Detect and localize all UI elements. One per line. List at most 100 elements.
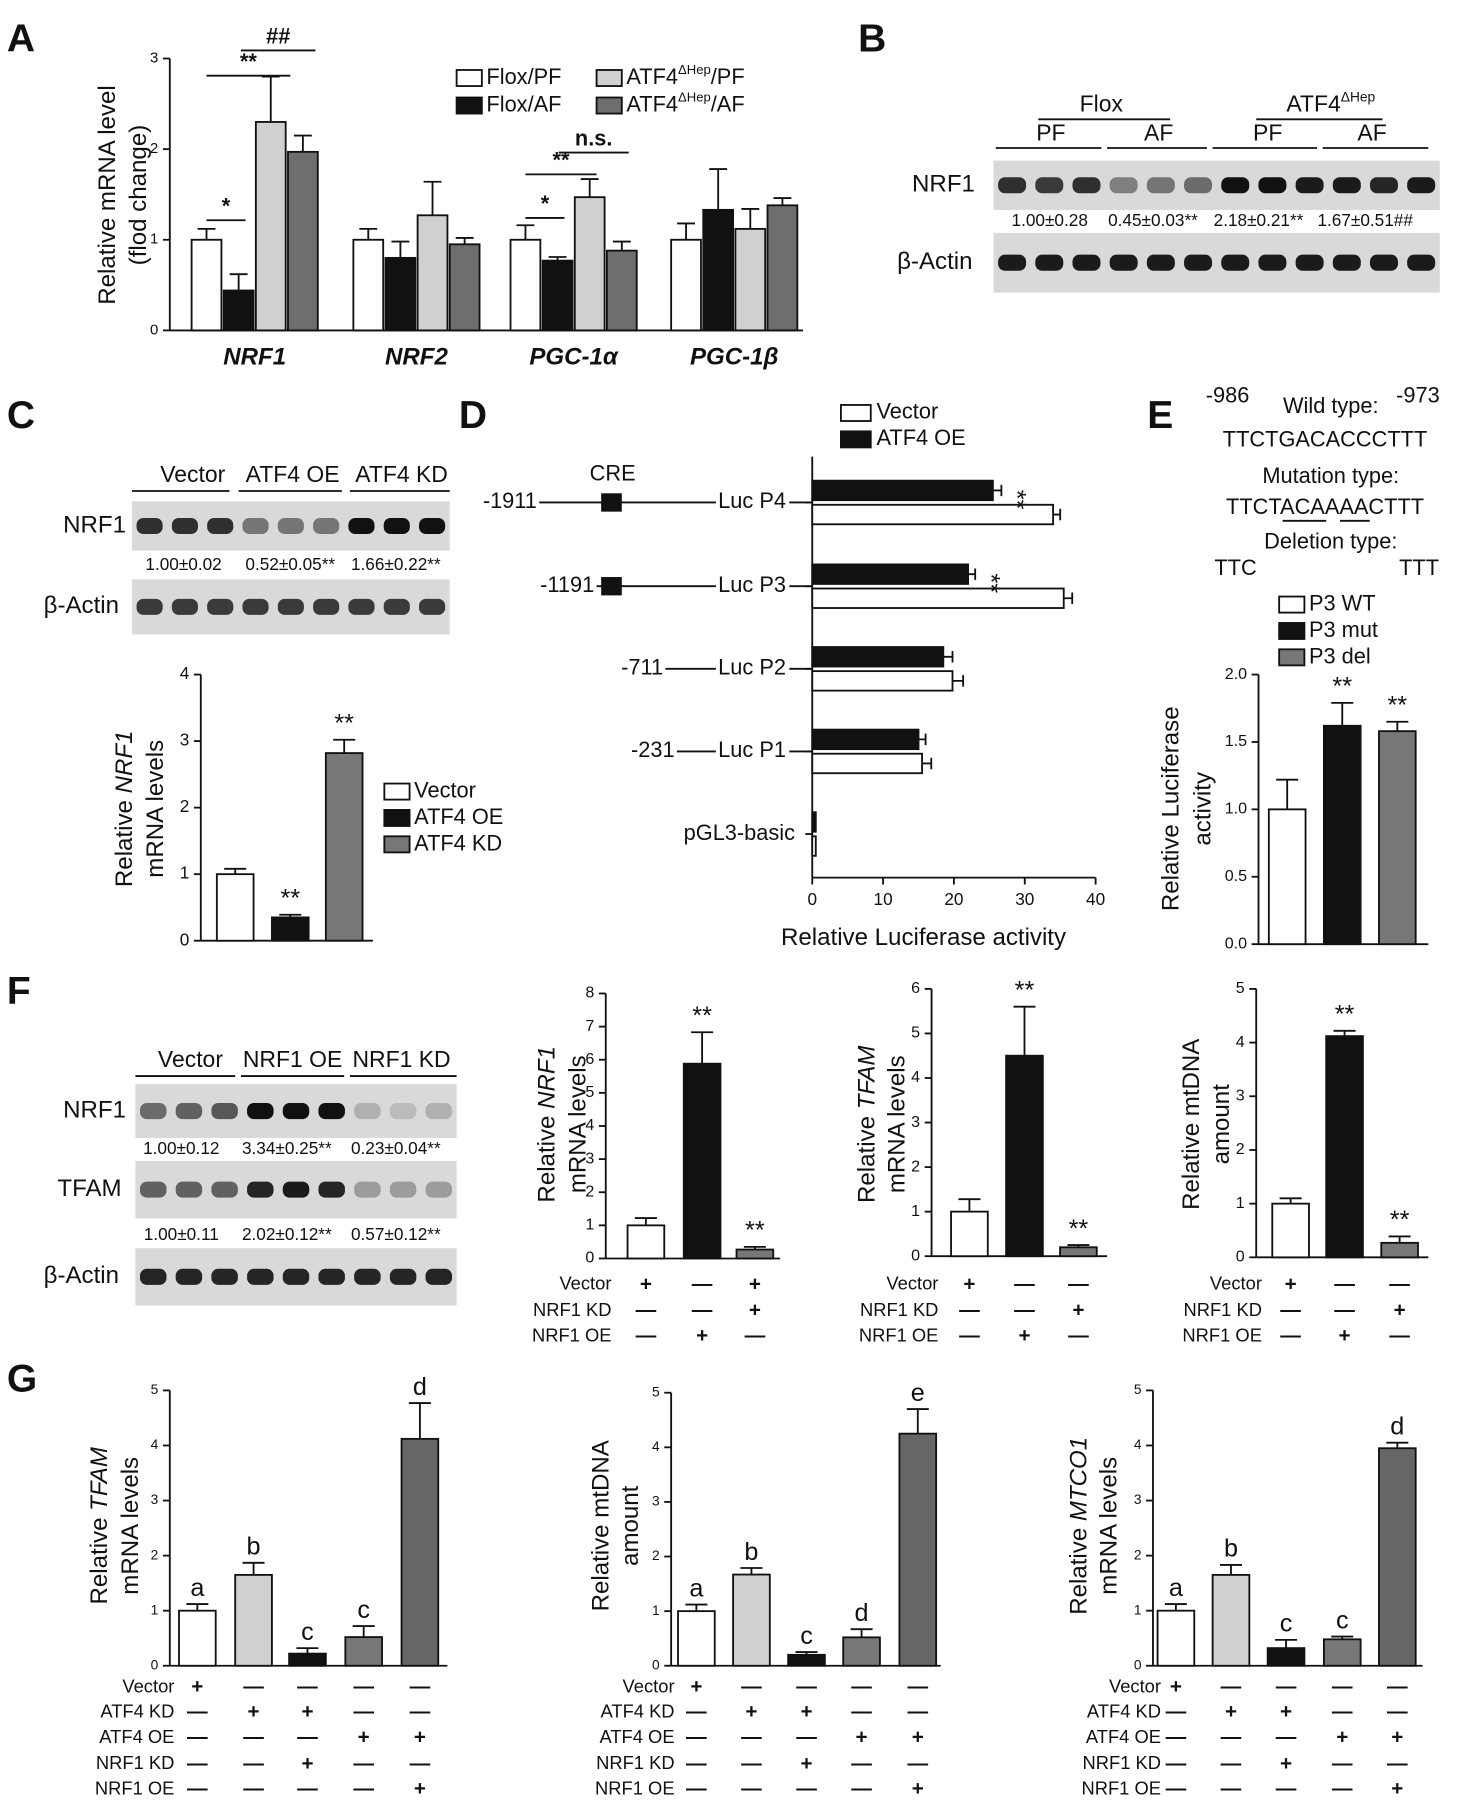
condition-sign: +	[1336, 1725, 1348, 1748]
error-bar	[352, 1625, 375, 1638]
legend-swatch	[455, 69, 483, 87]
legend-swatch	[383, 809, 411, 827]
blot-row-label: β-Actin	[44, 592, 119, 619]
bar	[400, 1437, 440, 1667]
legend-swatch	[840, 404, 872, 422]
condition-label: Vector	[623, 1675, 675, 1696]
error-bar	[743, 1245, 766, 1250]
bar	[811, 563, 970, 585]
blot-row-label: β-Actin	[44, 1262, 119, 1289]
blot-band	[242, 517, 269, 535]
bar	[352, 238, 385, 332]
condition-sign: —	[741, 1752, 762, 1775]
condition-sign: +	[640, 1272, 652, 1295]
condition-sign: +	[1280, 1700, 1292, 1723]
condition-sign: —	[353, 1675, 374, 1698]
condition-sign: —	[741, 1725, 762, 1748]
error-bar	[922, 757, 933, 770]
blot-quantification: 1.66±0.22**	[351, 554, 441, 574]
error-bar	[197, 227, 216, 240]
x-tick-label: 30	[1015, 889, 1034, 909]
condition-label: ATF4 KD	[1087, 1701, 1161, 1722]
legend-label: ATF4 OE	[876, 425, 965, 450]
condition-sign: —	[907, 1675, 928, 1698]
condition-sign: —	[686, 1725, 707, 1748]
bar	[254, 121, 287, 332]
bar	[734, 227, 767, 332]
y-tick-label: 2	[1236, 1140, 1245, 1158]
condition-sign: —	[745, 1324, 766, 1347]
bar	[842, 1636, 881, 1667]
error-bar	[186, 1603, 209, 1611]
error-bar	[293, 134, 312, 152]
condition-sign: —	[1334, 1272, 1355, 1295]
condition-sign: —	[1280, 1299, 1301, 1322]
bar	[222, 289, 255, 332]
error-bar	[224, 867, 247, 875]
y-tick-label: 4	[652, 1439, 660, 1454]
panel-label: G	[7, 1358, 37, 1401]
x-tick-label: PGC-1α	[529, 343, 619, 370]
bar	[1156, 1609, 1196, 1667]
promoter-start: -1191	[540, 572, 594, 597]
bar	[1325, 1035, 1364, 1259]
blot-band	[1407, 177, 1436, 194]
error-bar	[1067, 1244, 1090, 1248]
blot-band	[282, 1103, 310, 1120]
condition-sign: —	[1387, 1700, 1408, 1723]
condition-label: Vector	[1210, 1273, 1262, 1294]
legend-swatch	[455, 96, 483, 115]
sequence-text: TTC	[1214, 555, 1256, 580]
y-axis-label: Relative mtDNA	[588, 1439, 615, 1611]
condition-sign: —	[353, 1777, 374, 1800]
blot-band	[1332, 254, 1361, 271]
y-tick-label: 3	[652, 1494, 660, 1509]
blot-quantification: 0.57±0.12**	[351, 1224, 441, 1244]
bar	[541, 259, 574, 332]
bar	[270, 916, 310, 942]
condition-sign: —	[851, 1700, 872, 1723]
error-bar	[968, 568, 977, 580]
condition-sign: +	[301, 1700, 313, 1723]
bar	[766, 204, 799, 332]
blot-row-label: NRF1	[912, 171, 975, 198]
y-axis-label: Relative Luciferase	[1158, 706, 1185, 911]
blot-band	[318, 1103, 345, 1120]
blot-subgroup: AF	[1357, 119, 1386, 145]
blot-row-label: TFAM	[57, 1175, 121, 1202]
construct-label: Luc P3	[718, 572, 786, 597]
sequence-text: Deletion type:	[1264, 528, 1397, 553]
condition-sign: —	[187, 1725, 208, 1748]
condition-label: NRF1 OE	[1081, 1777, 1161, 1798]
significance-label: **	[553, 148, 570, 173]
sequence-text: Wild type:	[1283, 393, 1379, 418]
condition-label: NRF1 KD	[533, 1299, 611, 1320]
blot-band	[389, 1103, 417, 1120]
y-axis-label: mRNA levels	[884, 1055, 911, 1193]
condition-sign: —	[410, 1700, 431, 1723]
blot-band	[247, 1103, 274, 1120]
error-bar	[740, 1567, 763, 1575]
construct-label: Luc P1	[718, 737, 786, 762]
bar-annotation: **	[1388, 691, 1408, 719]
legend-swatch	[1278, 622, 1306, 640]
y-tick-label: 0	[180, 929, 190, 949]
bar-annotation: **	[1015, 976, 1035, 1004]
condition-label: NRF1 OE	[1182, 1324, 1262, 1345]
error-bar	[333, 738, 356, 754]
bar	[702, 208, 735, 332]
blot-band	[1146, 177, 1175, 194]
sequence-text: -973	[1396, 383, 1440, 408]
condition-sign: —	[187, 1777, 208, 1800]
error-bar	[773, 197, 792, 206]
blot-band	[207, 598, 234, 615]
error-bar	[691, 1031, 714, 1064]
legend-label: P3 WT	[1309, 590, 1376, 615]
blot-band	[282, 1268, 310, 1285]
bar	[384, 256, 417, 332]
x-tick-label: 0	[807, 889, 817, 909]
sequence-text: -986	[1206, 383, 1250, 408]
condition-sign: +	[1018, 1324, 1030, 1347]
condition-sign: —	[243, 1725, 264, 1748]
